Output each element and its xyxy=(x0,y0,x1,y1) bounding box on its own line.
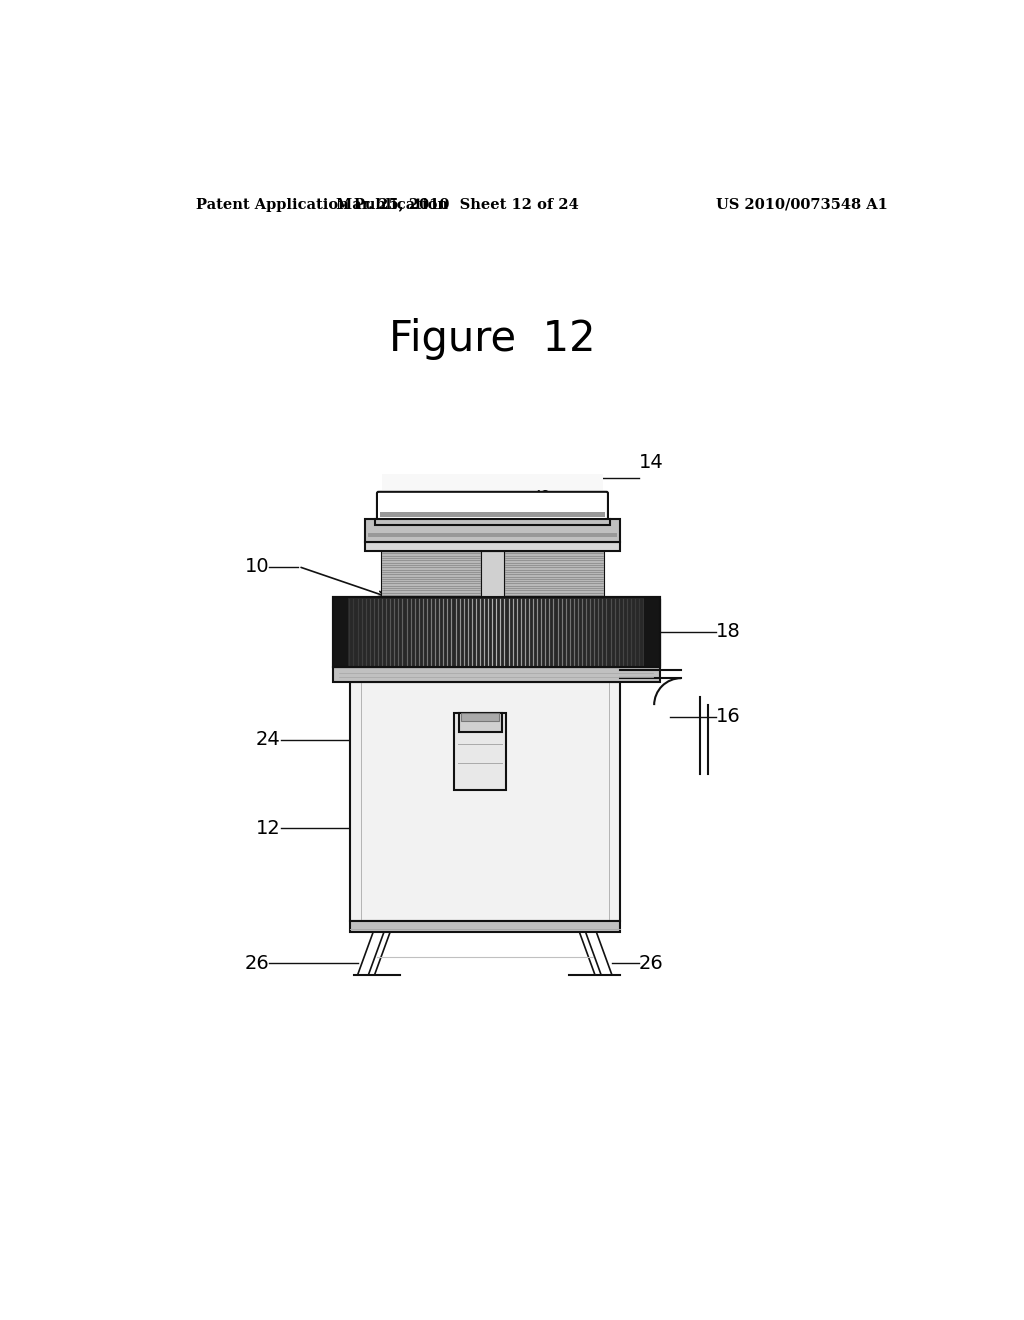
Text: 26: 26 xyxy=(245,953,269,973)
Bar xyxy=(375,519,610,525)
Bar xyxy=(459,713,502,733)
Bar xyxy=(368,532,617,537)
Bar xyxy=(350,921,620,932)
Bar xyxy=(504,552,604,598)
Bar xyxy=(350,682,620,921)
Bar xyxy=(454,713,506,789)
Text: 24: 24 xyxy=(256,730,281,750)
Bar xyxy=(366,519,620,543)
Bar xyxy=(644,598,659,667)
Text: 10: 10 xyxy=(245,557,269,576)
Bar xyxy=(333,598,348,667)
Bar xyxy=(366,543,620,552)
Text: 16: 16 xyxy=(716,708,740,726)
Bar xyxy=(381,552,481,598)
Bar xyxy=(333,667,659,682)
Text: 12: 12 xyxy=(256,818,281,838)
Bar xyxy=(380,512,605,517)
Text: US 2010/0073548 A1: US 2010/0073548 A1 xyxy=(716,198,888,211)
Bar xyxy=(333,598,659,667)
Text: Figure  12: Figure 12 xyxy=(389,318,596,360)
Text: 18: 18 xyxy=(716,623,740,642)
Bar xyxy=(461,713,500,721)
Text: Patent Application Publication: Patent Application Publication xyxy=(196,198,449,211)
Text: 26: 26 xyxy=(639,953,664,973)
Text: 14: 14 xyxy=(639,453,664,473)
Bar xyxy=(481,552,504,598)
Bar xyxy=(382,474,603,490)
Bar xyxy=(333,598,659,667)
FancyBboxPatch shape xyxy=(377,492,608,520)
Text: Mar. 25, 2010  Sheet 12 of 24: Mar. 25, 2010 Sheet 12 of 24 xyxy=(337,198,580,211)
